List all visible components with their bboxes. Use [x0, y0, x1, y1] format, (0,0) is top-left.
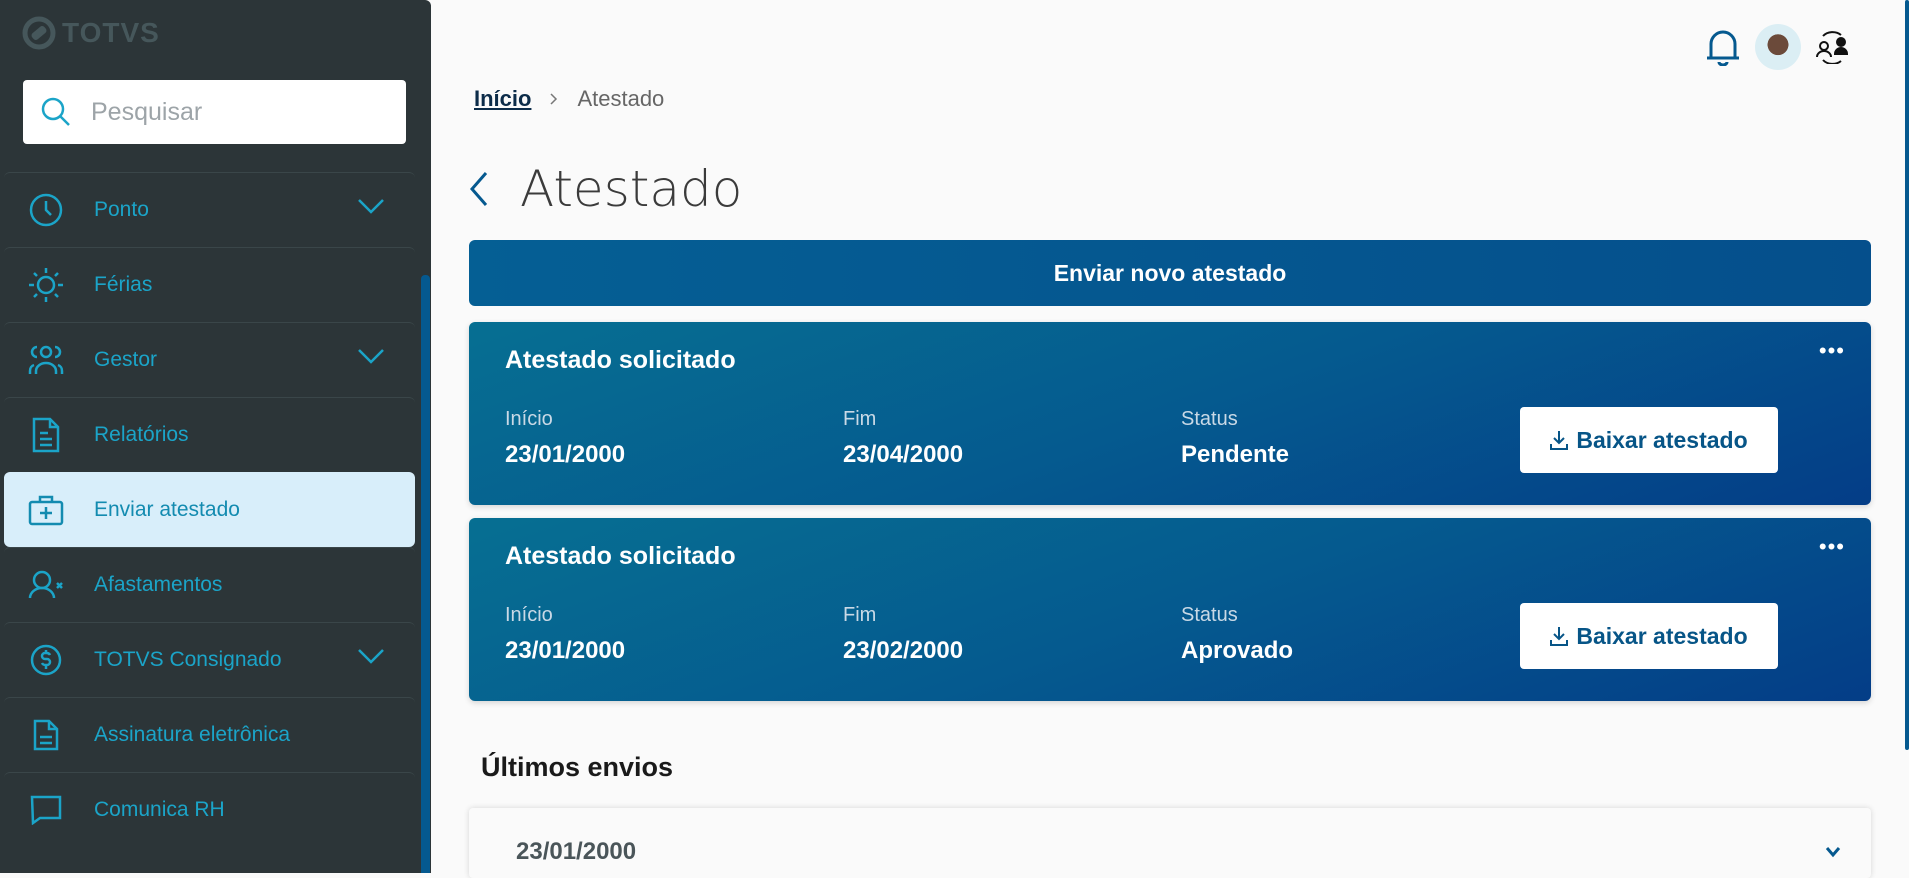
- sidebar-nav: Ponto Férias Gestor Relatórios Enviar at…: [4, 172, 415, 847]
- submission-date: 23/01/2000: [516, 838, 637, 865]
- main-scrollbar[interactable]: [1905, 0, 1909, 750]
- certificate-card: Atestado solicitado ••• Início 23/01/2000…: [469, 322, 1871, 505]
- search-icon: [41, 97, 70, 126]
- sidebar-item-label: Férias: [94, 273, 153, 296]
- sidebar-item-comunica-rh[interactable]: Comunica RH: [4, 772, 415, 847]
- switch-user-icon[interactable]: [1815, 30, 1849, 64]
- sidebar-item-gestor[interactable]: Gestor: [4, 322, 415, 397]
- status-label: Status: [1181, 408, 1238, 430]
- start-label: Início: [505, 408, 553, 430]
- sidebar-item-label: Afastamentos: [94, 573, 223, 596]
- breadcrumb-current: Atestado: [577, 86, 665, 111]
- header-actions: [1705, 24, 1849, 70]
- start-date: 23/01/2000: [505, 441, 626, 468]
- certificate-card: Atestado solicitado ••• Início 23/01/2000…: [469, 518, 1871, 701]
- avatar[interactable]: [1755, 24, 1801, 70]
- download-certificate-button[interactable]: Baixar atestado: [1520, 407, 1778, 473]
- sidebar-item-label: Ponto: [94, 198, 149, 221]
- end-label: Fim: [843, 408, 877, 430]
- dollar-circle-icon: [28, 642, 64, 678]
- download-icon: [1550, 627, 1569, 646]
- document-icon: [28, 417, 64, 453]
- chevron-down-icon[interactable]: [357, 347, 385, 365]
- page-title: Atestado: [520, 160, 743, 218]
- sidebar: TOTVS Pesquisar Ponto Férias Gestor Rela…: [0, 0, 431, 873]
- start-label: Início: [505, 604, 553, 626]
- sidebar-item-label: TOTVS Consignado: [94, 648, 282, 671]
- sidebar-item-ponto[interactable]: Ponto: [4, 172, 415, 247]
- card-title: Atestado solicitado: [505, 346, 736, 374]
- sidebar-item-label: Gestor: [94, 348, 158, 371]
- breadcrumb: Início Atestado: [474, 86, 664, 112]
- medical-kit-icon: [28, 492, 64, 528]
- sidebar-item-totvs-consignado[interactable]: TOTVS Consignado: [4, 622, 415, 697]
- chevron-down-icon[interactable]: [1825, 846, 1841, 858]
- search-input[interactable]: Pesquisar: [23, 80, 406, 144]
- sidebar-item-enviar-atestado[interactable]: Enviar atestado: [4, 472, 415, 547]
- end-date: 23/02/2000: [843, 637, 964, 664]
- chevron-right-icon: [550, 93, 558, 105]
- end-label: Fim: [843, 604, 877, 626]
- sidebar-item-label: Assinatura eletrônica: [94, 723, 291, 746]
- download-label: Baixar atestado: [1576, 622, 1748, 649]
- user-remove-icon: [28, 567, 64, 603]
- sidebar-item-ferias[interactable]: Férias: [4, 247, 415, 322]
- group-icon: [28, 342, 64, 378]
- send-new-certificate-button[interactable]: Enviar novo atestado: [469, 240, 1871, 306]
- recent-submission-item[interactable]: 23/01/2000: [469, 808, 1871, 878]
- download-icon: [1550, 431, 1569, 450]
- more-options-icon[interactable]: •••: [1818, 534, 1845, 559]
- sidebar-item-afastamentos[interactable]: Afastamentos: [4, 547, 415, 622]
- clock-icon: [28, 192, 64, 228]
- sidebar-item-label: Enviar atestado: [94, 498, 240, 521]
- status-value: Aprovado: [1181, 637, 1294, 664]
- download-certificate-button[interactable]: Baixar atestado: [1520, 603, 1778, 669]
- status-label: Status: [1181, 604, 1238, 626]
- bell-icon[interactable]: [1705, 28, 1741, 66]
- download-label: Baixar atestado: [1576, 426, 1748, 453]
- chat-icon: [28, 792, 64, 828]
- page-header: Atestado: [468, 160, 742, 218]
- start-date: 23/01/2000: [505, 637, 626, 664]
- signature-document-icon: [28, 717, 64, 753]
- search-placeholder: Pesquisar: [91, 97, 203, 126]
- chevron-down-icon[interactable]: [357, 197, 385, 215]
- sidebar-item-assinatura-eletronica[interactable]: Assinatura eletrônica: [4, 697, 415, 772]
- sidebar-item-label: Comunica RH: [94, 798, 225, 821]
- card-title: Atestado solicitado: [505, 542, 736, 570]
- chevron-down-icon[interactable]: [357, 647, 385, 665]
- sun-icon: [28, 267, 64, 303]
- totvs-logo: TOTVS: [22, 16, 160, 50]
- sidebar-item-label: Relatórios: [94, 423, 189, 446]
- status-value: Pendente: [1181, 441, 1290, 468]
- back-arrow-icon[interactable]: [468, 171, 490, 207]
- recent-submissions-title: Últimos envios: [481, 752, 674, 782]
- sidebar-scrollbar[interactable]: [421, 275, 430, 873]
- more-options-icon[interactable]: •••: [1818, 338, 1845, 363]
- breadcrumb-home-link[interactable]: Início: [474, 86, 532, 111]
- sidebar-item-relatorios[interactable]: Relatórios: [4, 397, 415, 472]
- end-date: 23/04/2000: [843, 441, 964, 468]
